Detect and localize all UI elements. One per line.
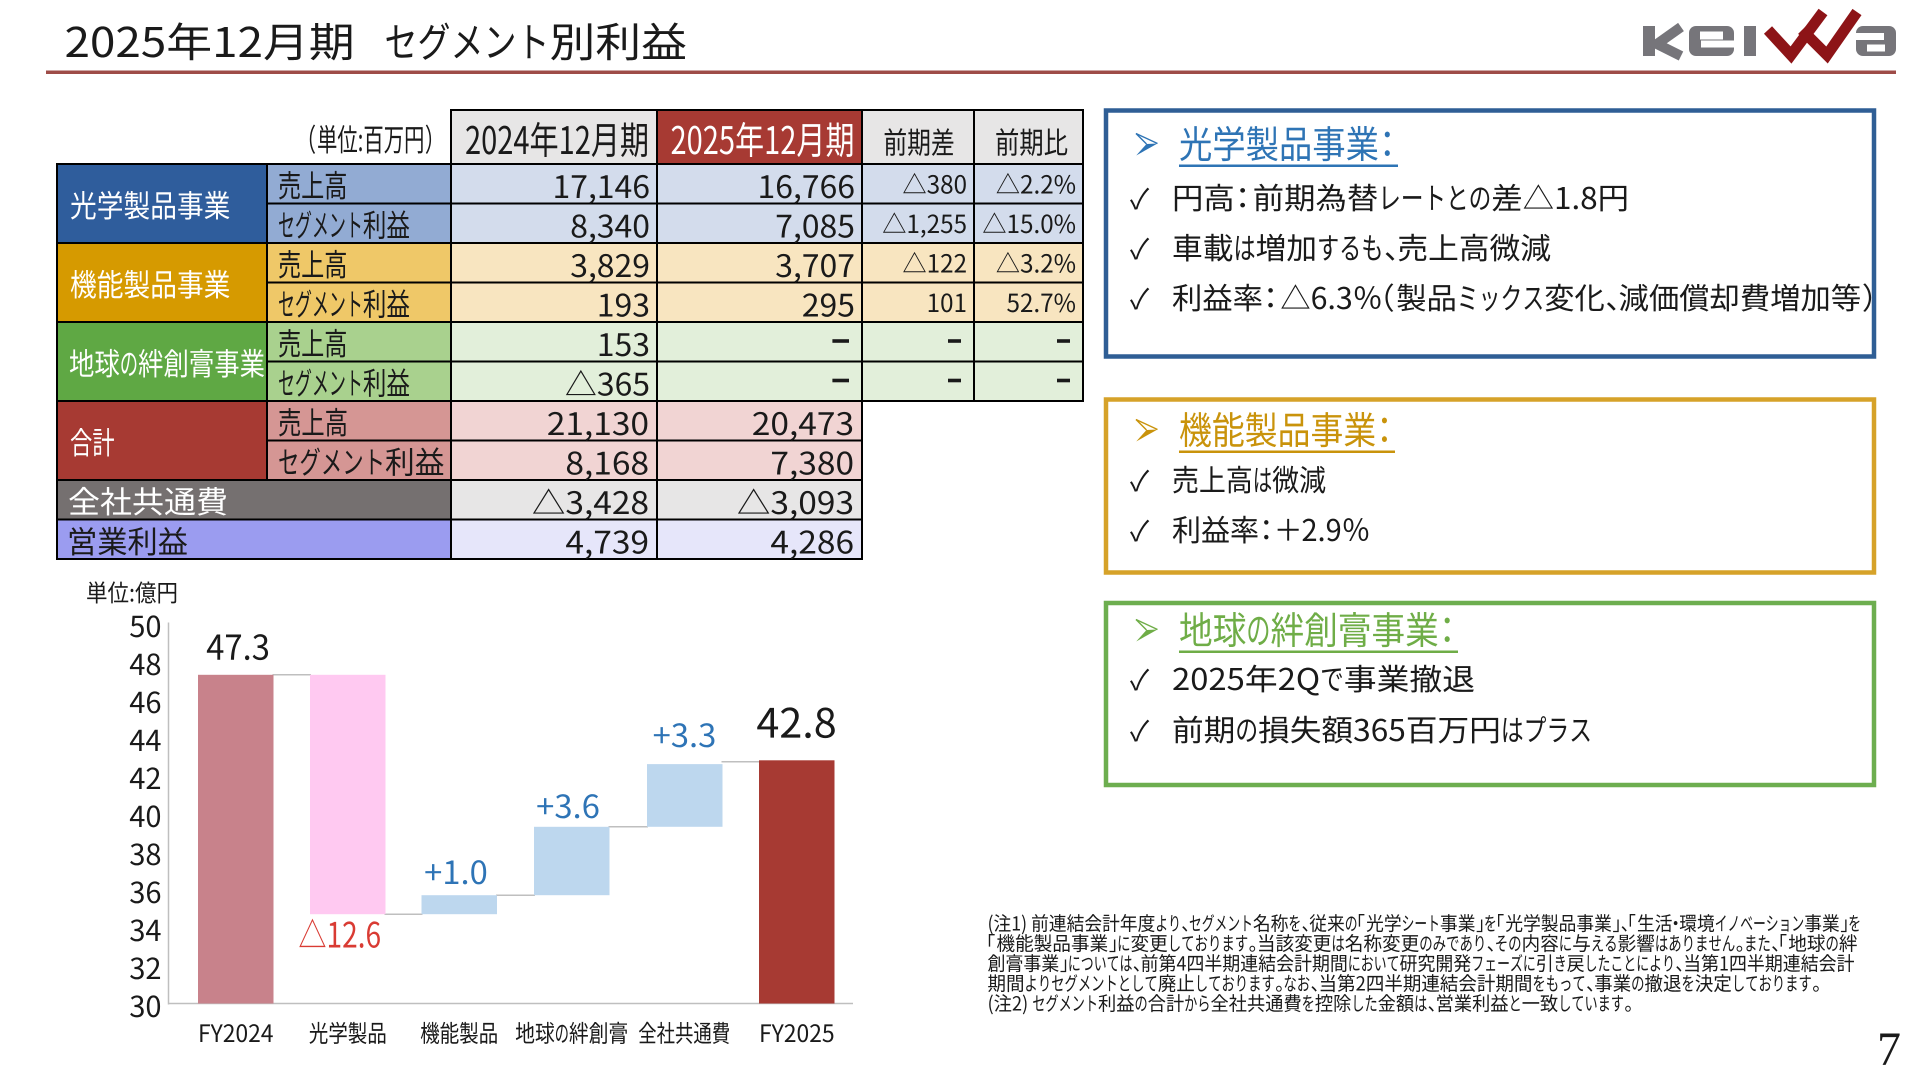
svg-text:7: 7: [1877, 1023, 1901, 1076]
